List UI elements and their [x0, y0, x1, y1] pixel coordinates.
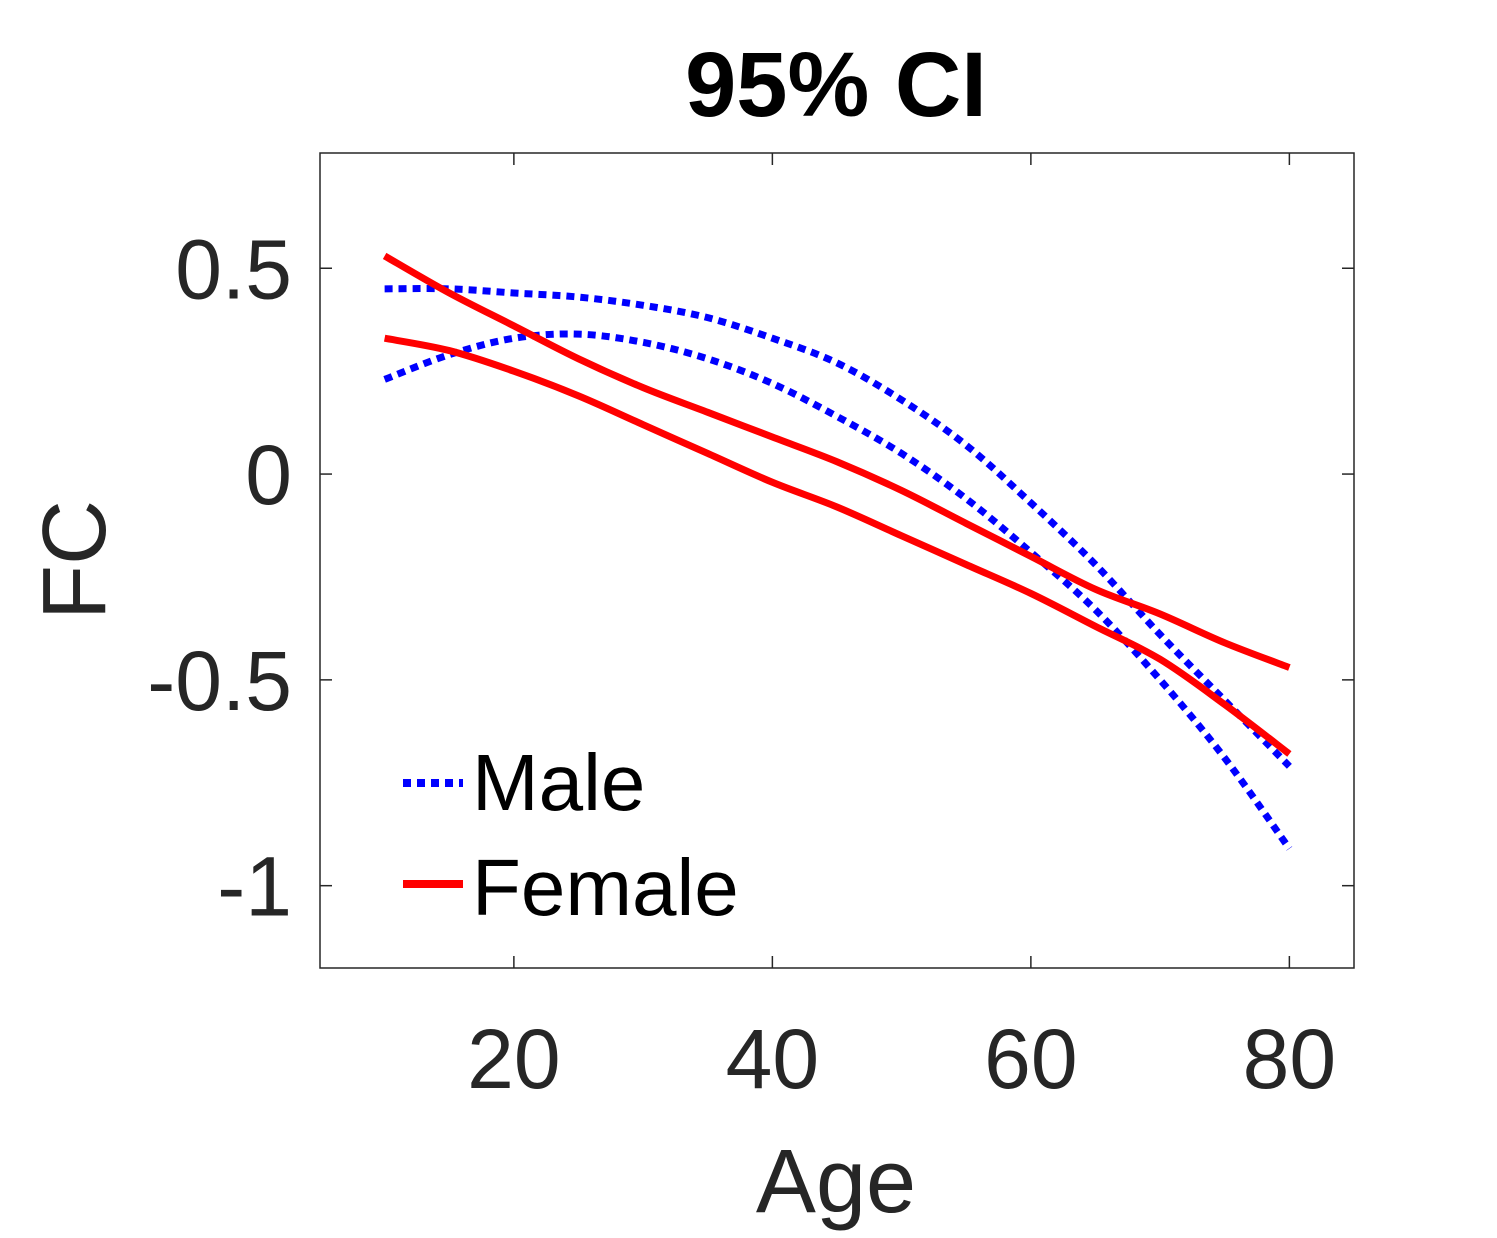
- legend-label-male: Male: [472, 738, 645, 827]
- y-tick-label: -0.5: [147, 634, 292, 728]
- legend: Male Female: [403, 738, 739, 932]
- series-line-female-lower: [383, 334, 1292, 757]
- legend-label-female: Female: [472, 843, 739, 932]
- series-line-male-upper: [384, 285, 1292, 769]
- y-tick-label: -1: [217, 840, 292, 934]
- y-tick-labels: 0.5 0 -0.5 -1: [147, 222, 292, 933]
- x-tick-label: 60: [984, 1012, 1077, 1106]
- y-tick-label: 0.5: [175, 222, 292, 316]
- tick-marks: [320, 153, 1354, 968]
- chart-title: 95% CI: [685, 34, 987, 136]
- x-tick-label: 20: [467, 1012, 560, 1106]
- series-line-male-lower: [383, 330, 1293, 851]
- x-tick-labels: 20 40 60 80: [467, 1012, 1336, 1106]
- y-tick-label: 0: [245, 428, 292, 522]
- x-tick-label: 40: [726, 1012, 819, 1106]
- plot-area: [319, 152, 1355, 969]
- x-tick-label: 80: [1243, 1012, 1336, 1106]
- y-axis-label: FC: [25, 500, 125, 620]
- x-axis-label: Age: [756, 1132, 916, 1232]
- series-line-female-upper: [382, 252, 1291, 671]
- series-layer: [382, 252, 1293, 851]
